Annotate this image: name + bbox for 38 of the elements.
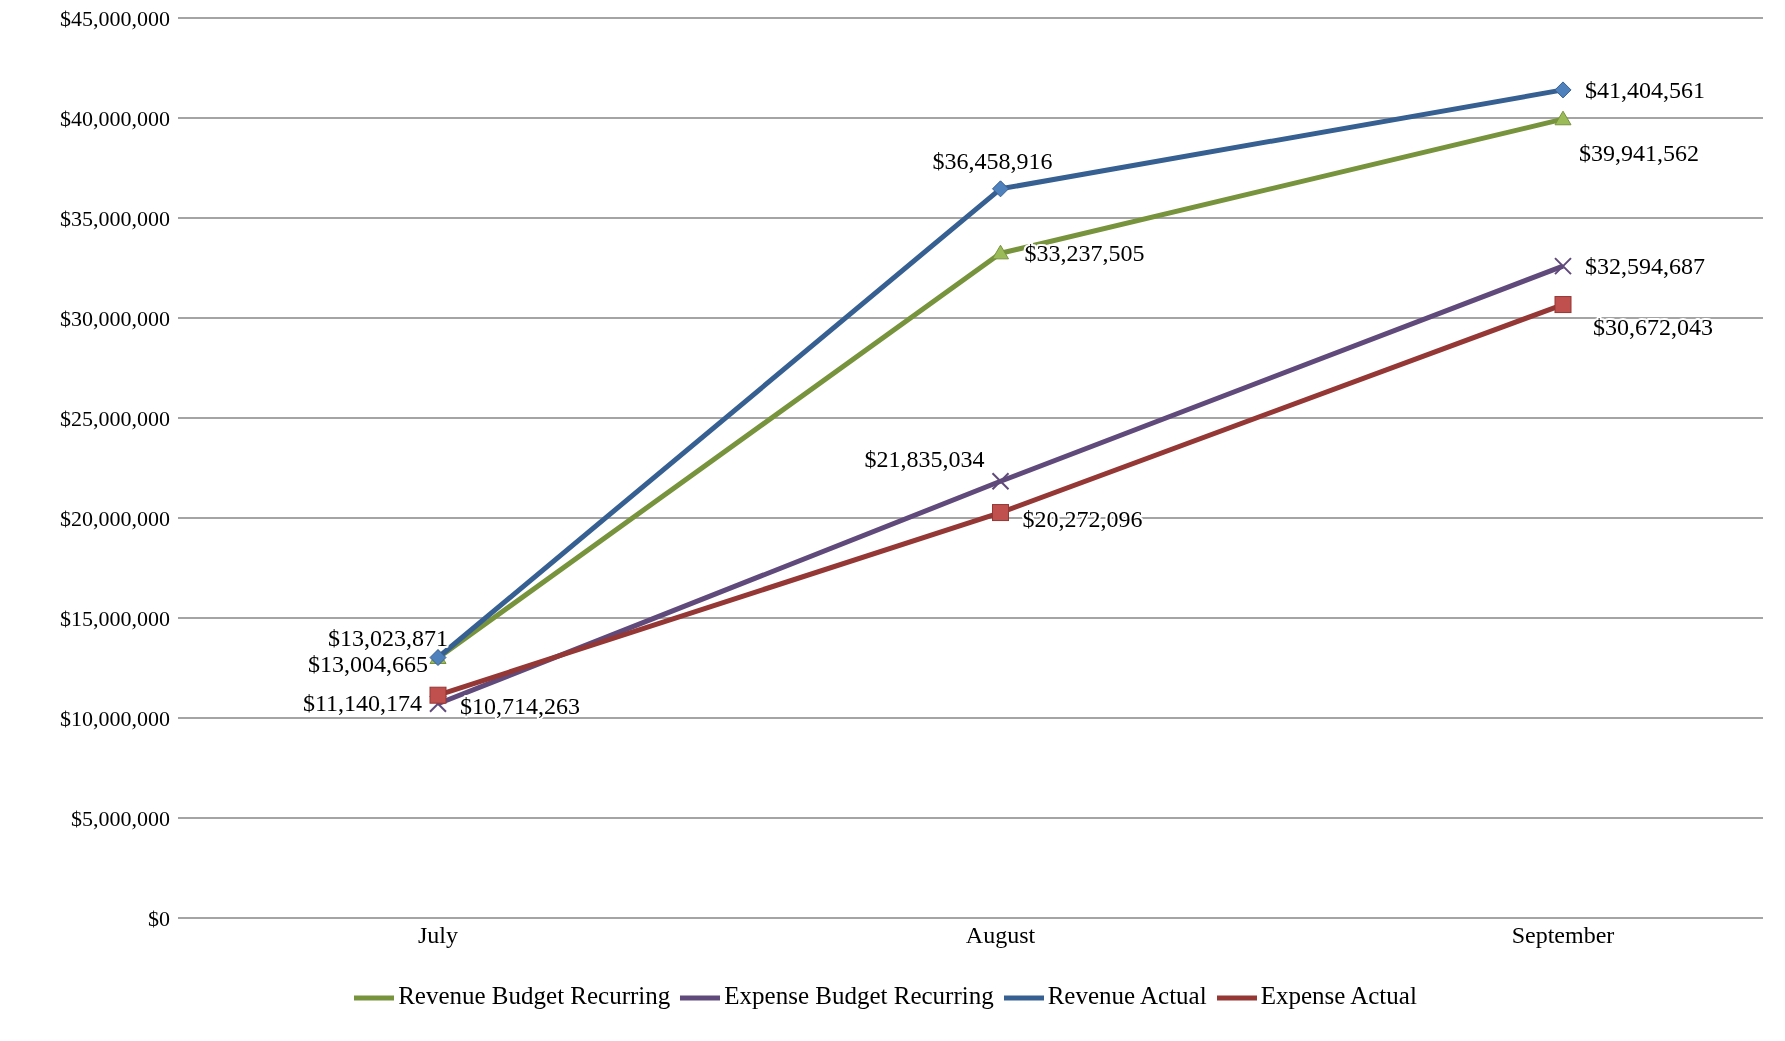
x-tick-label: July [417,922,459,949]
data-label: $32,594,687 [1585,253,1705,280]
point [991,472,1010,491]
data-label: $30,672,043 [1593,313,1713,340]
x-tick-label: September [1511,922,1615,949]
point [1554,257,1572,276]
y-tick-label: $20,000,000 [60,505,170,531]
y-tick-label: $25,000,000 [60,405,170,431]
x-tick-label: August [965,922,1036,949]
data-label: $36,458,916 [932,147,1053,174]
point [992,180,1009,198]
legend-label: Expense Budget Recurring [724,981,994,1009]
y-tick-label: $30,000,000 [60,305,170,331]
point [1554,81,1572,99]
y-tick-label: $10,000,000 [60,705,170,731]
y-tick-label: $0 [148,905,170,931]
data-label: $21,835,034 [864,446,985,473]
data-label: $10,714,263 [460,692,580,719]
point [1554,110,1572,126]
data-label: $13,004,665 [308,650,428,677]
point [429,686,447,704]
data-label: $11,140,174 [302,690,422,717]
y-tick-label: $5,000,000 [71,805,170,831]
point [992,504,1009,522]
legend-label: Expense Actual [1260,981,1417,1009]
point [1554,296,1572,314]
legend-label: Revenue Actual [1047,981,1207,1009]
data-label: $13,023,871 [328,624,448,651]
point [992,244,1009,260]
data-label: $39,941,562 [1579,140,1699,167]
data-label: $41,404,561 [1585,76,1705,103]
y-tick-label: $40,000,000 [60,105,170,131]
y-tick-label: $15,000,000 [60,605,170,631]
data-label: $33,237,505 [1024,240,1145,267]
data-label: $20,272,096 [1022,505,1143,532]
legend-label: Revenue Budget Recurring [398,981,671,1009]
y-tick-label: $35,000,000 [60,205,170,231]
y-tick-label: $45,000,000 [60,5,170,31]
